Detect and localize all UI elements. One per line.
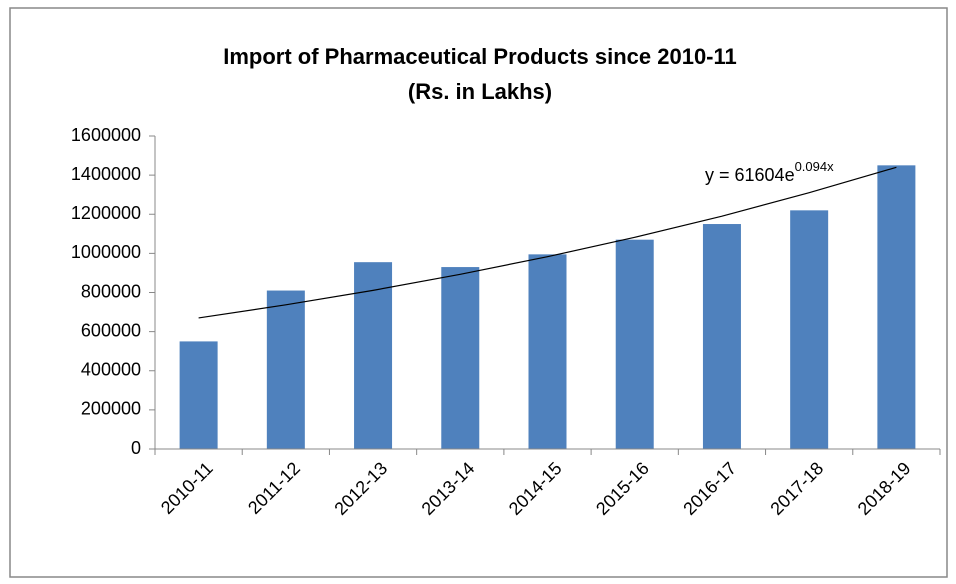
- bar: [179, 341, 218, 449]
- chart-title: Import of Pharmaceutical Products since …: [223, 44, 737, 69]
- y-tick-label: 800000: [81, 281, 141, 301]
- bar: [441, 267, 480, 449]
- trendline: [198, 166, 897, 319]
- y-tick-label: 200000: [81, 399, 141, 419]
- bar: [877, 165, 916, 449]
- y-tick-label: 1200000: [71, 203, 141, 223]
- bar: [354, 262, 393, 449]
- y-tick-label: 1600000: [71, 125, 141, 145]
- chart-subtitle: (Rs. in Lakhs): [408, 79, 552, 104]
- y-tick-label: 0: [131, 438, 141, 458]
- trendline-equation: y = 61604e: [705, 165, 795, 185]
- y-tick-label: 1000000: [71, 242, 141, 262]
- y-tick-label: 400000: [81, 360, 141, 380]
- trendline-exponent: 0.094x: [795, 159, 835, 174]
- y-tick-label: 1400000: [71, 164, 141, 184]
- bar: [528, 254, 567, 449]
- bar: [790, 210, 829, 449]
- y-tick-label: 600000: [81, 320, 141, 340]
- bar: [266, 290, 305, 449]
- bar: [615, 239, 654, 449]
- trendline-label: y = 61604e0.094x: [705, 159, 834, 184]
- bar: [702, 224, 741, 449]
